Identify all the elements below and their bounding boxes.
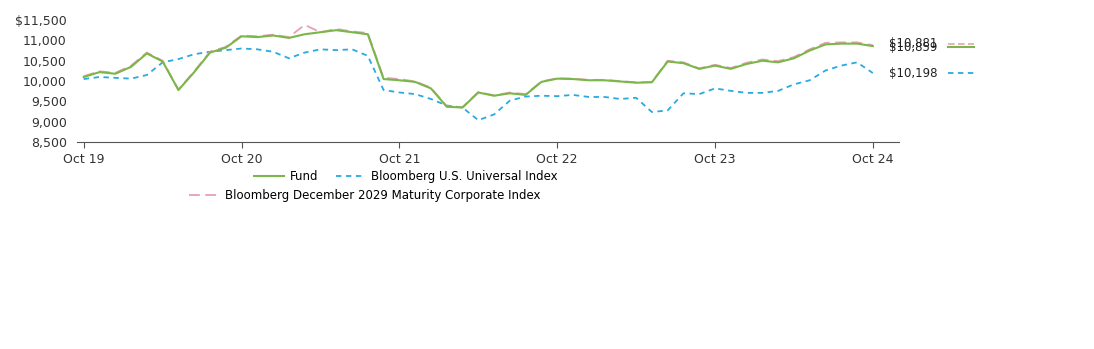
Text: $10,881: $10,881 [888, 37, 936, 51]
Legend: Bloomberg December 2029 Maturity Corporate Index: Bloomberg December 2029 Maturity Corpora… [185, 185, 545, 207]
Text: $10,198: $10,198 [888, 67, 938, 80]
Text: $10,859: $10,859 [888, 41, 936, 54]
